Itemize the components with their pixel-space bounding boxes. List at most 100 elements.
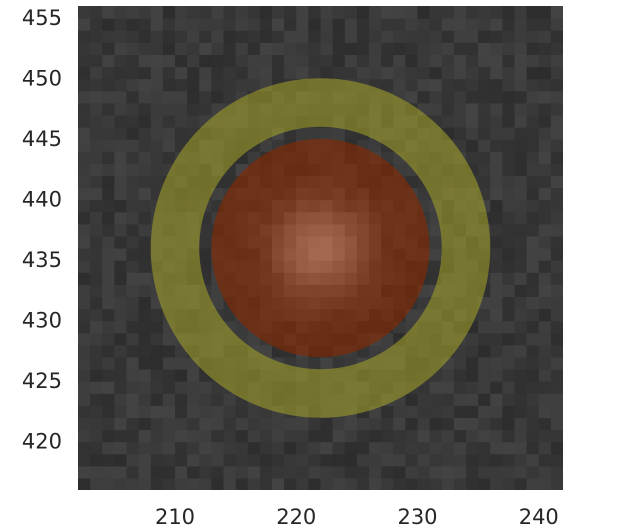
image-pixel <box>78 102 91 116</box>
image-pixel <box>490 187 503 201</box>
image-pixel <box>272 30 285 43</box>
image-pixel <box>114 127 128 140</box>
image-pixel <box>187 429 200 443</box>
image-pixel <box>284 54 297 68</box>
image-pixel <box>150 42 164 55</box>
image-pixel <box>308 30 322 43</box>
image-pixel <box>162 90 176 104</box>
image-pixel <box>150 54 164 68</box>
image-pixel <box>526 369 540 382</box>
image-pixel <box>272 453 285 467</box>
image-pixel <box>175 417 188 431</box>
image-pixel <box>114 151 128 164</box>
image-pixel <box>175 429 188 443</box>
image-pixel <box>478 369 491 382</box>
image-pixel <box>150 18 164 31</box>
image-pixel <box>320 18 334 31</box>
image-pixel <box>453 417 467 431</box>
image-pixel <box>490 260 503 273</box>
image-pixel <box>126 199 140 213</box>
image-pixel <box>78 344 91 358</box>
image-pixel <box>514 187 528 201</box>
image-pixel <box>247 429 261 443</box>
image-pixel <box>150 381 164 394</box>
image-pixel <box>138 163 152 176</box>
image-pixel <box>490 66 503 80</box>
image-pixel <box>320 6 334 19</box>
image-pixel <box>223 453 237 467</box>
image-pixel <box>514 163 528 176</box>
image-pixel <box>259 417 273 431</box>
image-pixel <box>138 54 152 68</box>
image-pixel <box>90 381 103 394</box>
image-pixel <box>320 66 334 80</box>
image-pixel <box>187 417 200 431</box>
image-pixel <box>405 417 419 431</box>
image-pixel <box>211 441 225 455</box>
image-pixel <box>175 356 188 370</box>
image-pixel <box>175 477 188 490</box>
image-pixel <box>235 6 249 19</box>
image-pixel <box>187 6 200 19</box>
image-pixel <box>78 114 91 128</box>
image-pixel <box>102 405 115 418</box>
image-pixel <box>162 417 176 431</box>
image-pixel <box>90 465 103 479</box>
image-pixel <box>78 296 91 310</box>
image-pixel <box>187 42 200 55</box>
image-pixel <box>429 6 443 19</box>
image-pixel <box>466 453 479 467</box>
image-pixel <box>344 477 358 490</box>
image-pixel <box>550 320 563 334</box>
image-pixel <box>441 42 455 55</box>
image-pixel <box>526 477 540 490</box>
image-pixel <box>429 90 443 104</box>
image-pixel <box>344 417 358 431</box>
image-pixel <box>514 151 528 164</box>
image-pixel <box>381 78 394 92</box>
image-pixel <box>162 30 176 43</box>
image-pixel <box>296 18 309 31</box>
image-pixel <box>259 6 273 19</box>
image-pixel <box>405 405 419 418</box>
image-pixel <box>393 6 406 19</box>
image-pixel <box>102 381 115 394</box>
image-pixel <box>490 356 503 370</box>
image-pixel <box>78 429 91 443</box>
image-pixel <box>490 54 503 68</box>
image-pixel <box>550 248 563 261</box>
image-pixel <box>478 102 491 116</box>
image-pixel <box>211 78 225 92</box>
image-pixel <box>211 18 225 31</box>
image-pixel <box>550 405 563 418</box>
image-pixel <box>223 417 237 431</box>
image-pixel <box>514 114 528 128</box>
image-pixel <box>284 477 297 490</box>
image-pixel <box>126 453 140 467</box>
image-pixel <box>453 381 467 394</box>
image-pixel <box>538 66 552 80</box>
image-pixel <box>393 78 406 92</box>
image-pixel <box>114 54 128 68</box>
image-pixel <box>441 465 455 479</box>
image-pixel <box>247 66 261 80</box>
image-pixel <box>429 429 443 443</box>
image-pixel <box>114 344 128 358</box>
image-pixel <box>550 381 563 394</box>
image-pixel <box>502 114 516 128</box>
image-pixel <box>453 127 467 140</box>
image-pixel <box>538 296 552 310</box>
x-tick-label: 240 <box>519 505 559 529</box>
image-pixel <box>356 6 370 19</box>
image-pixel <box>538 381 552 394</box>
image-pixel <box>478 139 491 152</box>
image-pixel <box>114 163 128 176</box>
image-pixel <box>478 477 491 490</box>
image-pixel <box>356 465 370 479</box>
image-pixel <box>102 369 115 382</box>
image-pixel <box>490 272 503 285</box>
image-pixel <box>514 102 528 116</box>
image-pixel <box>344 453 358 467</box>
image-pixel <box>175 42 188 55</box>
image-pixel <box>102 393 115 406</box>
